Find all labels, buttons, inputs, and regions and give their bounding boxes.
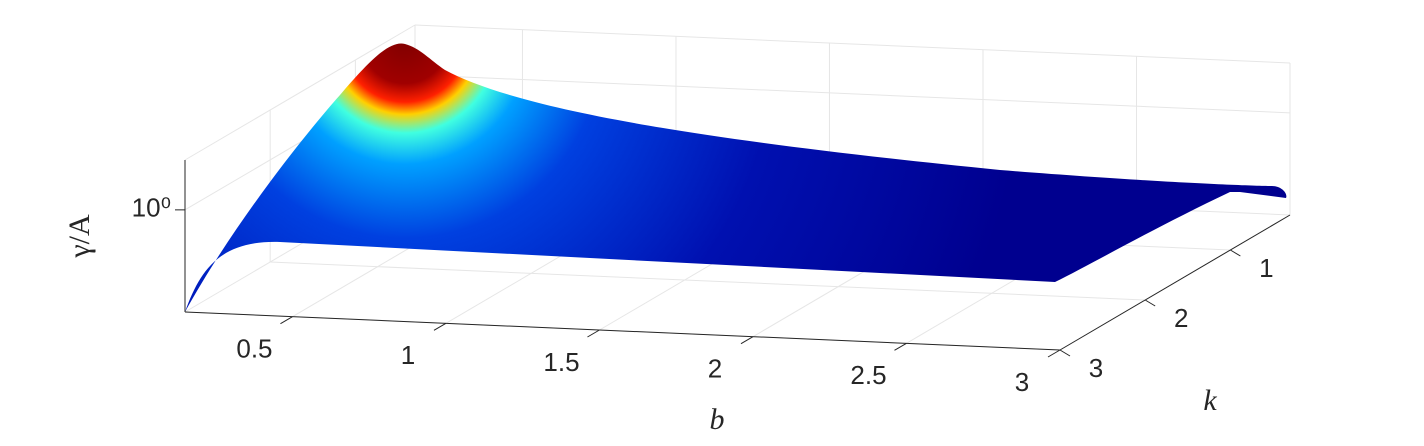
x-tick-label: 2 [708, 354, 722, 384]
grid-line [414, 74, 1291, 114]
x-tick [740, 336, 754, 345]
x-tick-label: 0.5 [236, 334, 272, 364]
y-tick-label: 3 [1089, 353, 1103, 383]
surface [185, 43, 1287, 313]
x-tick-label: 1 [401, 340, 415, 370]
grid-line [270, 261, 1146, 301]
y-tick [1144, 299, 1156, 307]
z-tick-label: 10⁰ [132, 193, 171, 223]
z-axis-title: γ/A [63, 214, 96, 259]
x-tick [587, 329, 600, 338]
x-axis-title: b [710, 403, 725, 436]
x-tick [433, 322, 447, 331]
x-tick [280, 316, 293, 325]
axis-layer: 0.5 1 1.5 2 2.5 3 1 2 3 10⁰ [132, 160, 1291, 397]
x-tick-label: 3 [1015, 367, 1029, 397]
y-axis-title: k [1203, 384, 1217, 417]
y-tick-label: 1 [1259, 253, 1273, 283]
x-tick-label: 2.5 [850, 360, 886, 390]
x-tick-label: 1.5 [543, 347, 579, 377]
wall-edge [184, 24, 416, 161]
x-tick [1047, 349, 1061, 358]
x-tick [894, 342, 907, 351]
y-tick-label: 2 [1174, 303, 1188, 333]
x-axis [184, 311, 1061, 351]
wall-edge [414, 24, 1291, 64]
y-tick [1230, 249, 1241, 257]
y-axis [1059, 214, 1291, 351]
y-tick [1059, 349, 1071, 357]
